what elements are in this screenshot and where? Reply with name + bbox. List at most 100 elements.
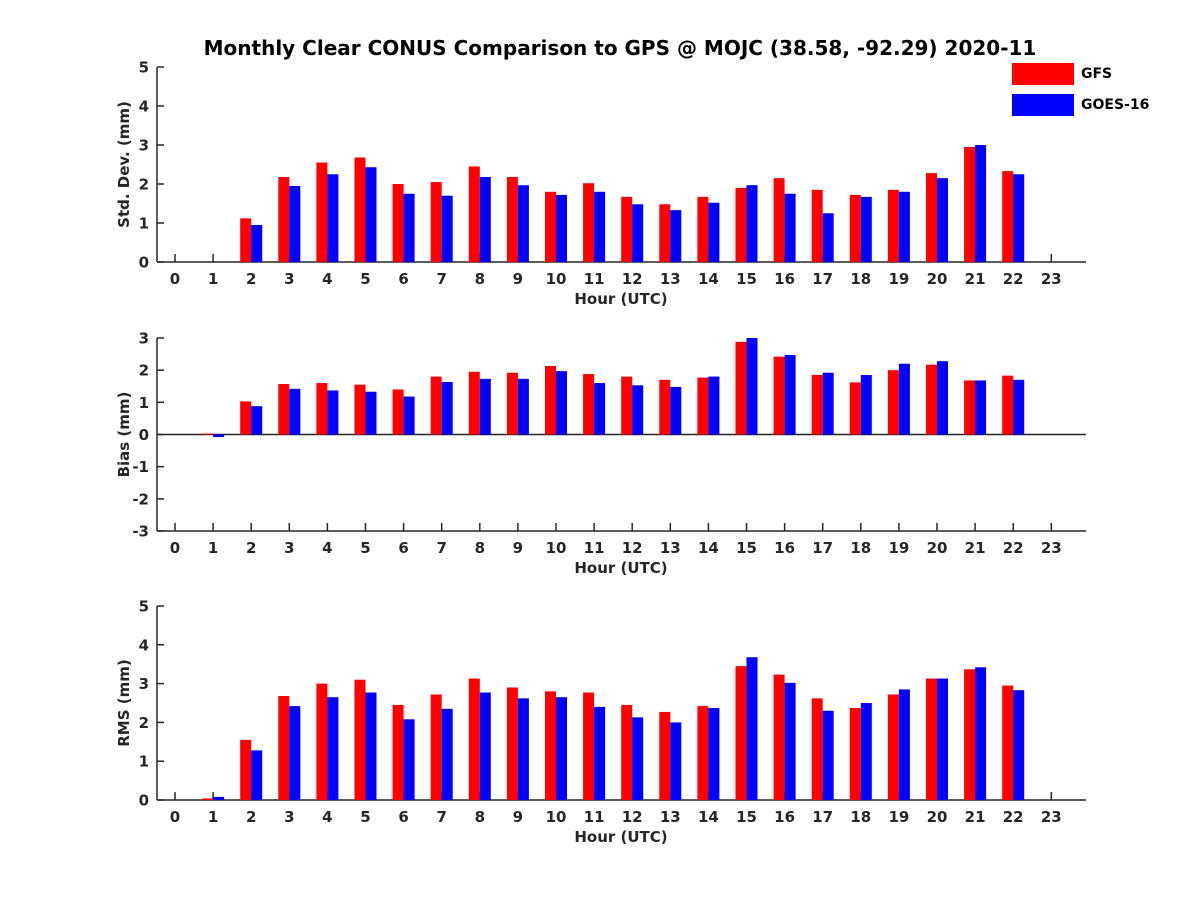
gfs-bar: [354, 384, 366, 435]
gfs-bar: [621, 376, 633, 435]
x-tick-label: 13: [660, 539, 681, 557]
goes16-bar: [556, 371, 567, 435]
y-tick-label: -2: [132, 490, 149, 508]
goes16-bar: [403, 193, 415, 262]
goes16-bar: [975, 380, 987, 435]
gfs-bar: [773, 674, 785, 800]
gfs-bar: [964, 669, 976, 800]
goes16-bar: [365, 391, 377, 435]
gfs-bar: [468, 371, 480, 435]
gfs-bar: [773, 356, 785, 435]
x-tick-label: 5: [360, 539, 370, 557]
gfs-bar: [430, 376, 442, 435]
x-tick-label: 19: [888, 808, 909, 826]
goes16-bar: [213, 434, 225, 438]
gfs-bar: [583, 183, 595, 262]
goes16-bar: [822, 372, 834, 435]
goes16-bar: [251, 750, 263, 800]
x-tick-label: 13: [660, 808, 681, 826]
x-tick-label: 20: [927, 808, 948, 826]
gfs-bar: [278, 383, 290, 435]
goes16-bar: [898, 689, 910, 800]
gfs-bar: [506, 372, 518, 435]
gfs-bar: [316, 383, 328, 435]
goes16-bar: [937, 178, 948, 262]
x-tick-label: 9: [513, 270, 523, 288]
x-tick-label: 2: [246, 808, 256, 826]
gfs-bar: [545, 191, 556, 262]
goes16-bar: [632, 385, 644, 435]
x-tick-label: 4: [322, 539, 332, 557]
gfs-bar: [811, 374, 823, 435]
x-tick-label: 15: [736, 808, 757, 826]
goes16-bar: [594, 191, 606, 262]
x-tick-label: 14: [698, 539, 719, 557]
gfs-bar: [735, 341, 747, 435]
x-tick-label: 8: [475, 539, 485, 557]
goes16-bar: [975, 145, 987, 262]
gfs-bar: [316, 162, 328, 262]
gfs-bar: [849, 382, 861, 435]
x-tick-label: 12: [622, 808, 643, 826]
y-axis-label: Std. Dev. (mm): [115, 101, 133, 228]
legend-item-gfs: GFS: [1012, 62, 1112, 86]
x-tick-label: 16: [774, 270, 795, 288]
x-tick-label: 1: [208, 539, 218, 557]
goes16-bar: [289, 388, 301, 435]
goes16-bar: [670, 722, 682, 800]
y-axis-label: Bias (mm): [115, 392, 133, 478]
goes16-bar: [746, 185, 758, 262]
legend-item-goes16: GOES-16: [1012, 93, 1149, 117]
goes16-bar: [708, 202, 720, 262]
x-tick-label: 22: [1003, 539, 1024, 557]
goes16-bar: [784, 193, 796, 262]
goes16-bar: [479, 176, 491, 262]
goes16-bar: [594, 383, 606, 435]
x-tick-label: 20: [927, 539, 948, 557]
goes16-bar: [517, 698, 529, 800]
gfs-bar: [392, 389, 404, 435]
gfs-bar: [887, 694, 899, 800]
x-tick-label: 5: [360, 270, 370, 288]
x-tick-label: 9: [513, 808, 523, 826]
goes16-bar: [556, 697, 567, 800]
x-tick-label: 2: [246, 539, 256, 557]
gfs-bar: [811, 698, 823, 800]
y-tick-label: 0: [139, 254, 149, 272]
gfs-bar: [240, 218, 252, 262]
goes16-bar: [594, 706, 606, 800]
goes16-bar: [670, 386, 682, 435]
goes16-bar: [441, 195, 453, 262]
goes16-bar: [708, 376, 720, 435]
y-tick-label: -1: [132, 458, 149, 476]
gfs-bar: [887, 370, 899, 435]
y-tick-label: 0: [139, 792, 149, 810]
goes16-bar: [975, 667, 987, 800]
gfs-bar: [354, 679, 366, 800]
x-tick-label: 11: [584, 270, 605, 288]
goes16-bar: [365, 692, 377, 800]
chart-title: Monthly Clear CONUS Comparison to GPS @ …: [203, 36, 1037, 60]
gfs-bar: [240, 739, 252, 800]
x-axis-label: Hour (UTC): [574, 290, 667, 308]
gfs-bar: [545, 691, 556, 800]
x-tick-label: 14: [698, 808, 719, 826]
gfs-bar: [583, 374, 595, 435]
gfs-bar: [392, 704, 404, 800]
legend-swatch-gfs: [1012, 63, 1074, 85]
x-tick-label: 0: [170, 808, 180, 826]
goes16-bar: [746, 338, 758, 435]
goes16-bar: [860, 196, 872, 262]
gfs-bar: [811, 189, 823, 262]
x-tick-label: 15: [736, 539, 757, 557]
gfs-bar: [697, 706, 709, 800]
gfs-bar: [773, 178, 785, 262]
goes16-bar: [556, 194, 567, 262]
x-tick-label: 18: [850, 808, 871, 826]
x-tick-label: 5: [360, 808, 370, 826]
gfs-bar: [506, 176, 518, 262]
gfs-bar: [430, 182, 442, 262]
goes16-bar: [632, 717, 644, 800]
